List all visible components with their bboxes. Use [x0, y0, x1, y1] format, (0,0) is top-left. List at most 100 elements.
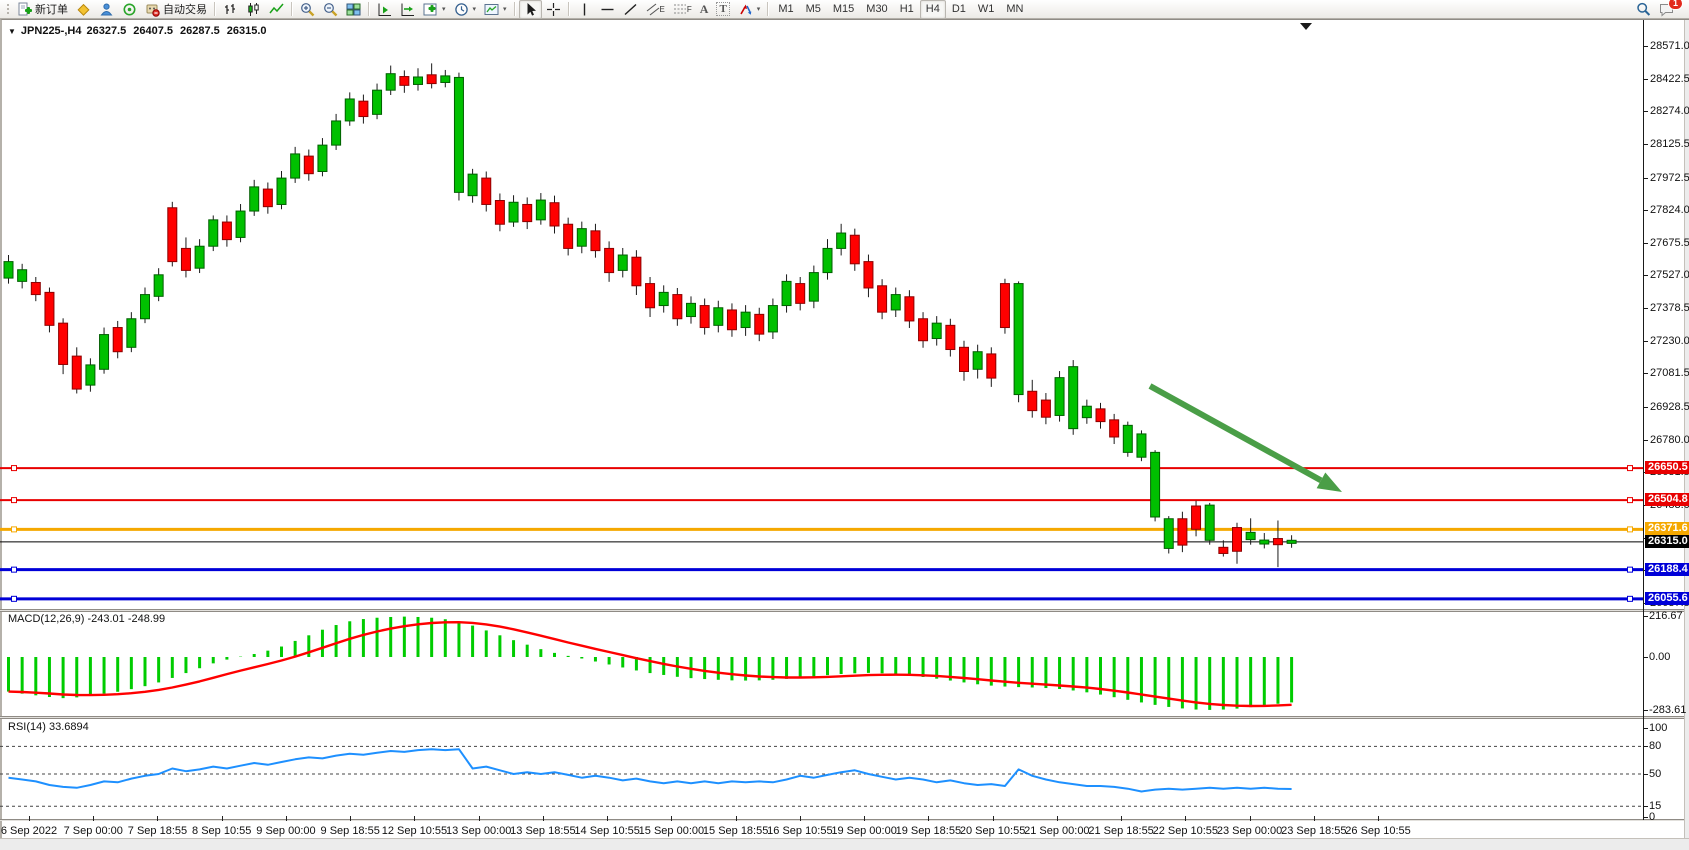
candle-body-down: [303, 155, 314, 175]
hline-handle-26504.8[interactable]: [1627, 497, 1633, 504]
hline-handle-26371.6[interactable]: [11, 526, 17, 533]
timeframe-button-mn[interactable]: MN: [1006, 3, 1024, 15]
candle-body-down: [30, 281, 41, 296]
horizontal-line-tool-button[interactable]: [596, 0, 619, 19]
search-button[interactable]: [1632, 0, 1655, 19]
new-order-button[interactable]: 新订单: [13, 0, 72, 19]
rsi-tick-mark: [1643, 728, 1648, 729]
trend-arrow-head[interactable]: [1316, 472, 1342, 492]
templates-button[interactable]: ▾: [480, 0, 511, 19]
zoom-out-button[interactable]: [319, 0, 342, 19]
date-tick-mark: [285, 816, 287, 821]
price-tag-26371.6: 26371.6: [1645, 522, 1689, 536]
timeframe-button-w1[interactable]: W1: [977, 3, 995, 15]
candlestick-chart-button[interactable]: [242, 0, 265, 19]
community-button[interactable]: [95, 0, 118, 19]
scroll-to-end-marker[interactable]: [1300, 23, 1312, 30]
candle-body-up: [99, 334, 110, 370]
zoom-in-button[interactable]: [296, 0, 319, 19]
price-tick-mark: [1643, 78, 1648, 80]
signals-button[interactable]: [118, 0, 141, 19]
candle-body-down: [904, 296, 915, 322]
candle-body-up: [1122, 424, 1133, 453]
text-tool-button[interactable]: A: [696, 0, 713, 19]
hline-handle-26650.5[interactable]: [11, 465, 17, 472]
vertical-line-icon: [583, 3, 585, 15]
candle-body-down: [631, 256, 642, 287]
indicators-icon: [423, 3, 437, 15]
chart-shift-button[interactable]: [396, 0, 419, 19]
price-tick-label: 27824.0: [1650, 204, 1689, 217]
auto-scroll-button[interactable]: [373, 0, 396, 19]
zoom-out-icon: [324, 2, 338, 16]
timeframe-button-m15[interactable]: M15: [832, 3, 855, 15]
timeframe-button-d1[interactable]: D1: [951, 3, 966, 15]
autotrading-label: 自动交易: [163, 4, 207, 16]
text-label-tool-button[interactable]: T: [712, 0, 733, 19]
channel-tool-button[interactable]: E: [642, 0, 669, 19]
timeframe-button-m30[interactable]: M30: [866, 3, 888, 15]
trend-arrow-line[interactable]: [1148, 383, 1323, 484]
crosshair-tool-button[interactable]: [542, 0, 565, 19]
vertical-line-tool-button[interactable]: [573, 0, 596, 19]
candle-body-up: [153, 274, 164, 297]
hline-handle-26371.6[interactable]: [1627, 526, 1633, 533]
candle-body-down: [863, 261, 874, 289]
periods-button[interactable]: ▾: [450, 0, 481, 19]
market-icon: [77, 3, 90, 16]
window-bottom-frame: [0, 838, 1689, 850]
price-tick-mark: [1643, 275, 1648, 277]
hline-handle-26504.8[interactable]: [11, 497, 17, 504]
date-label: 21 Sep 00:00: [1024, 825, 1090, 837]
hline-handle-26650.5[interactable]: [1627, 465, 1633, 472]
candle-body-down: [672, 294, 683, 320]
autotrading-button[interactable]: 自动交易: [141, 0, 211, 19]
ohlc-high: 26407.5: [133, 25, 173, 37]
timeframe-button-m5[interactable]: M5: [805, 3, 821, 15]
date-tick-mark: [607, 816, 609, 821]
pane-divider-macd-rsi[interactable]: [0, 716, 1684, 719]
timeframe-button-h1[interactable]: H1: [899, 3, 914, 15]
trendline-tool-button[interactable]: [619, 0, 642, 19]
candle-body-down: [1232, 527, 1242, 552]
hline-handle-26188.4[interactable]: [11, 566, 17, 573]
date-tick-mark: [1185, 816, 1187, 821]
candle-body-up: [535, 199, 546, 221]
cursor-tool-button[interactable]: [518, 0, 542, 19]
timeframe-button-m1[interactable]: M1: [778, 3, 794, 15]
candle-body-up: [686, 302, 696, 318]
tile-windows-button[interactable]: [342, 0, 365, 19]
date-label: 23 Sep 00:00: [1216, 825, 1283, 837]
candle-body-up: [713, 307, 724, 326]
hline-handle-26055.6[interactable]: [11, 595, 17, 602]
date-label: 23 Sep 18:55: [1281, 825, 1347, 837]
bar-chart-button[interactable]: [219, 0, 242, 19]
market-button[interactable]: [72, 0, 95, 19]
toolbar-grip[interactable]: [6, 2, 10, 16]
one-click-collapse-icon[interactable]: ▼: [8, 26, 16, 36]
horizontal-line-icon: [601, 8, 614, 10]
pane-divider-main-macd[interactable]: [0, 609, 1684, 612]
chart-window[interactable]: [0, 19, 1689, 849]
candle-body-down: [71, 355, 82, 390]
price-tag-26055.6: 26055.6: [1645, 591, 1689, 605]
chat-button[interactable]: 1: [1655, 0, 1683, 19]
candle-body-up: [126, 318, 137, 348]
date-tick-mark: [1056, 816, 1058, 821]
indicators-button[interactable]: ▾: [419, 0, 450, 19]
macd-tick-mark: [1643, 657, 1648, 658]
timeframe-button-h4[interactable]: H4: [919, 0, 946, 19]
fibonacci-tool-button[interactable]: F: [669, 0, 696, 19]
hline-handle-26055.6[interactable]: [1627, 595, 1633, 602]
pane-divider-rsi-dates[interactable]: [0, 819, 1684, 821]
price-tick-mark: [1643, 340, 1648, 342]
arrows-tool-button[interactable]: ▾: [734, 0, 765, 19]
macd-axis-label: 0.00: [1649, 651, 1671, 663]
hline-handle-26188.4[interactable]: [1627, 566, 1633, 573]
line-chart-button[interactable]: [265, 0, 288, 19]
date-tick-mark: [29, 816, 30, 821]
arrows-tool-icon: [740, 4, 752, 15]
candle-body-up: [972, 351, 983, 370]
chart-shift-icon: [401, 3, 414, 16]
